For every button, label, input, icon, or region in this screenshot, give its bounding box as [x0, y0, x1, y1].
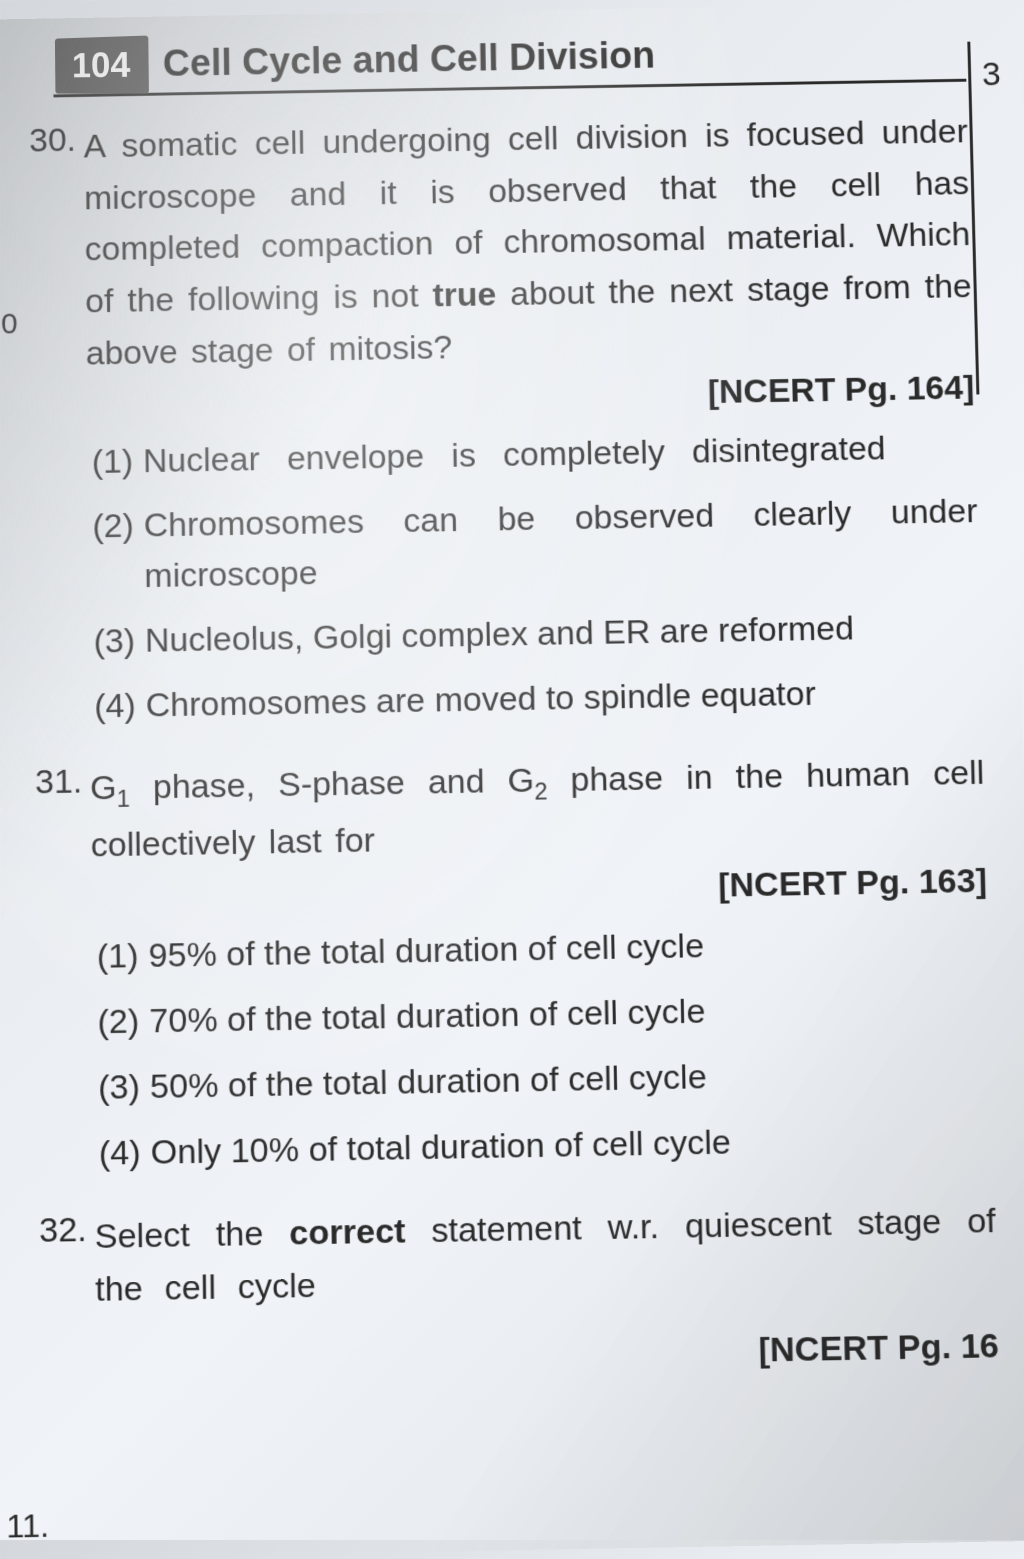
textbook-page: 0 11. 3 104 Cell Cycle and Cell Division…: [0, 2, 1024, 1435]
margin-mark-left-1: 0: [1, 308, 18, 342]
option-1: (1) 95% of the total duration of cell cy…: [97, 916, 990, 983]
option-text: Nuclear envelope is completely disintegr…: [143, 423, 977, 488]
question-text: Select the correct statement w.r. quiesc…: [94, 1194, 997, 1317]
option-text: Nucleolus, Golgi complex and ER are refo…: [145, 602, 981, 667]
ncert-reference: [NCERT Pg. 16: [96, 1327, 1000, 1383]
option-3: (3) Nucleolus, Golgi complex and ER are …: [93, 602, 981, 668]
options-list: (1) 95% of the total duration of cell cy…: [97, 916, 995, 1180]
option-4: (4) Chromosomes are moved to spindle equ…: [94, 666, 983, 732]
option-num: (4): [94, 681, 136, 733]
question-number: 31.: [35, 763, 83, 803]
chapter-title: Cell Cycle and Cell Division: [163, 35, 656, 85]
page-header: 104 Cell Cycle and Cell Division: [53, 22, 966, 97]
question-30: 30. A somatic cell undergoing cell divis…: [83, 106, 982, 733]
option-text: 95% of the total duration of cell cycle: [148, 916, 989, 982]
option-3: (3) 50% of the total duration of cell cy…: [98, 1047, 993, 1114]
question-32: 32. Select the correct statement w.r. qu…: [94, 1194, 999, 1382]
option-num: (4): [99, 1127, 141, 1179]
option-text: Chromosomes are moved to spindle equator: [146, 666, 983, 731]
question-text: G1 phase, S-phase and G2 phase in the hu…: [90, 747, 986, 872]
option-text: Chromosomes can be observed clearly unde…: [144, 487, 980, 603]
margin-mark-right: 3: [982, 56, 1002, 94]
question-number: 32.: [39, 1210, 87, 1250]
question-31: 31. G1 phase, S-phase and G2 phase in th…: [90, 747, 994, 1180]
option-2: (2) 70% of the total duration of cell cy…: [97, 981, 991, 1048]
option-text: 50% of the total duration of cell cycle: [150, 1047, 993, 1113]
option-2: (2) Chromosomes can be observed clearly …: [92, 487, 979, 604]
option-num: (1): [97, 931, 139, 983]
options-list: (1) Nuclear envelope is completely disin…: [92, 423, 983, 733]
page-number: 104: [55, 35, 149, 93]
question-number: 30.: [29, 121, 76, 160]
option-text: Only 10% of total duration of cell cycle: [150, 1112, 994, 1178]
question-text-bold: true: [432, 276, 496, 314]
option-4: (4) Only 10% of total duration of cell c…: [99, 1112, 995, 1179]
question-text-pre: Select the: [94, 1214, 289, 1256]
option-num: (2): [92, 501, 134, 603]
option-1: (1) Nuclear envelope is completely disin…: [92, 423, 977, 489]
question-text: A somatic cell undergoing cell division …: [83, 106, 973, 380]
option-num: (3): [93, 617, 135, 668]
option-text: 70% of the total duration of cell cycle: [149, 981, 991, 1047]
option-num: (3): [98, 1062, 140, 1114]
question-text-bold: correct: [289, 1212, 406, 1253]
option-num: (1): [92, 437, 134, 488]
option-num: (2): [97, 996, 139, 1048]
